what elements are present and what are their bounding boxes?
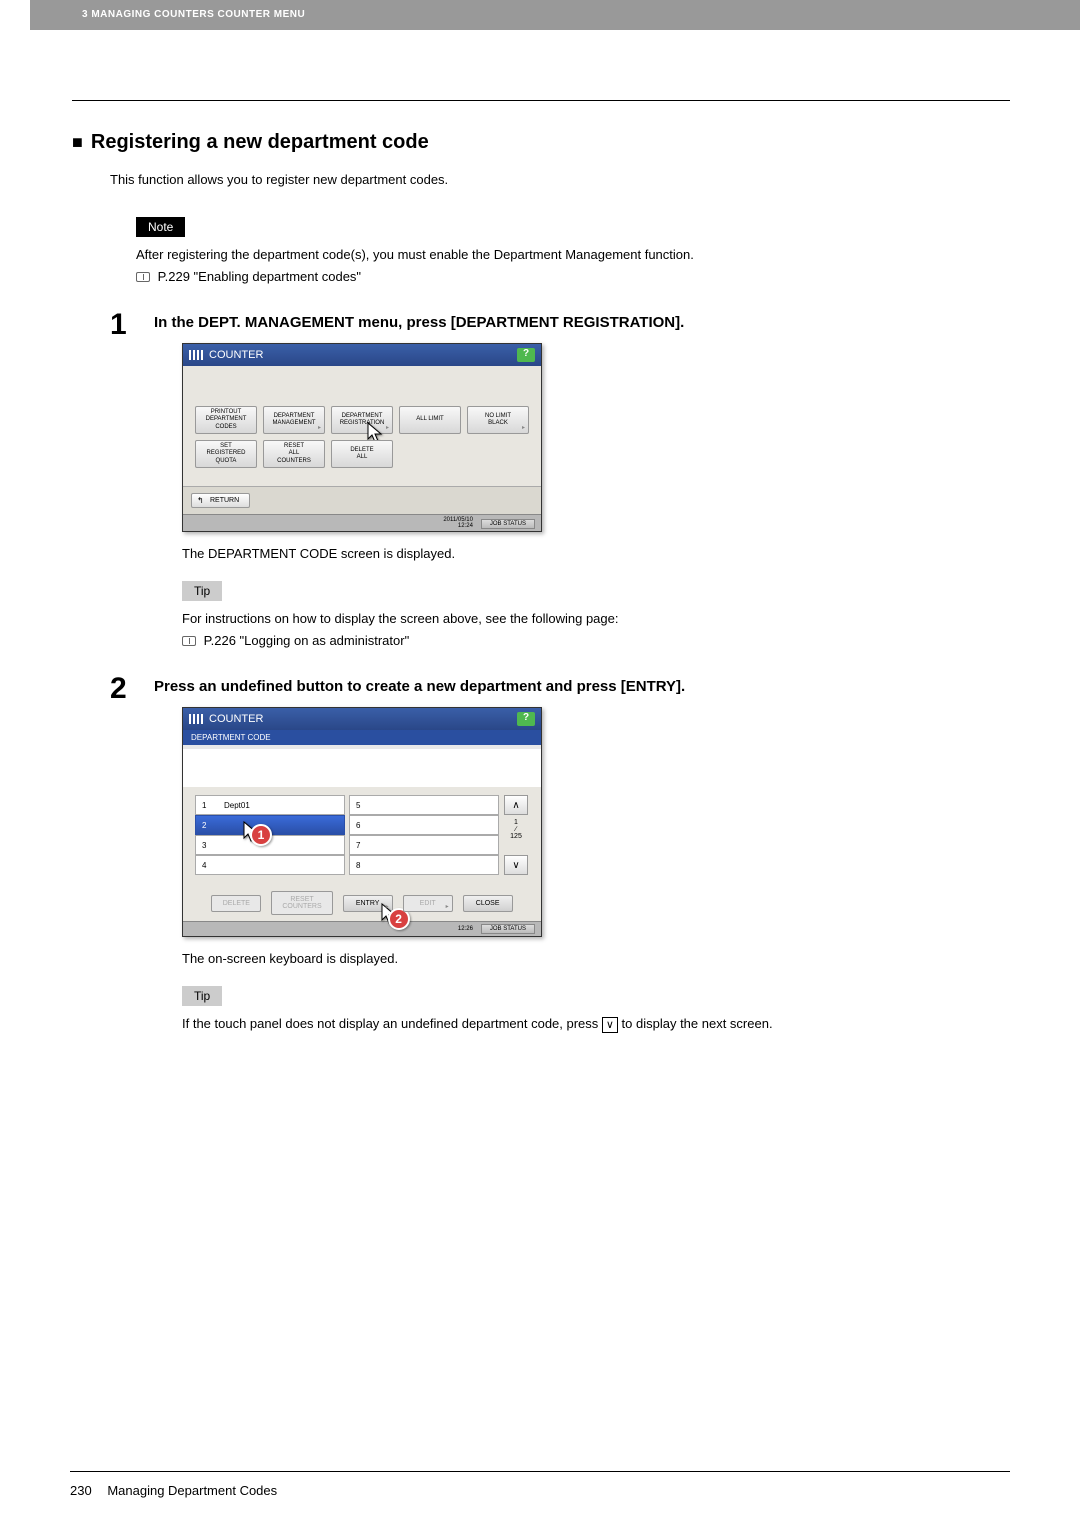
page-footer: 230 Managing Department Codes <box>70 1483 277 1498</box>
bars-icon <box>189 714 203 724</box>
footer-rule <box>70 1471 1010 1472</box>
delete-all-button[interactable]: DELETE ALL <box>331 440 393 468</box>
screen2-subheader: DEPARTMENT CODE <box>183 730 541 745</box>
step-1-title: In the DEPT. MANAGEMENT menu, press [DEP… <box>154 310 1010 331</box>
dept-registration-button[interactable]: DEPARTMENT REGISTRATION <box>331 406 393 434</box>
edit-button[interactable]: EDIT <box>403 895 453 912</box>
no-limit-black-button[interactable]: NO LIMIT BLACK <box>467 406 529 434</box>
step-1-number: 1 <box>110 310 154 650</box>
scroll-down-button[interactable]: ∨ <box>504 855 528 875</box>
header-breadcrumb: 3 MANAGING COUNTERS COUNTER MENU <box>30 0 1080 30</box>
note-body: After registering the department code(s)… <box>136 247 694 262</box>
all-limit-button[interactable]: ALL LIMIT <box>399 406 461 434</box>
page-indicator: 1∕125 <box>510 815 522 855</box>
screen2-datetime: 12:26 <box>458 926 473 932</box>
entry-button[interactable]: ENTRY 2 <box>343 895 393 912</box>
scroll-up-button[interactable]: ∧ <box>504 795 528 815</box>
dept-row-5[interactable]: 5 <box>349 795 499 815</box>
dept-row-1[interactable]: 1Dept01 <box>195 795 345 815</box>
tip-label-2: Tip <box>182 986 222 1006</box>
screenshot-1: COUNTER ? PRINTOUT DEPARTMENT CODES DEPA… <box>182 343 542 532</box>
note-ref: P.229 "Enabling department codes" <box>158 269 361 284</box>
reset-counters-button[interactable]: RESET COUNTERS <box>271 891 332 915</box>
step-2-number: 2 <box>110 674 154 1034</box>
section-title: Registering a new department code <box>72 131 1010 154</box>
bars-icon <box>189 350 203 360</box>
help-button[interactable]: ? <box>517 348 535 362</box>
intro-text: This function allows you to register new… <box>110 172 1010 187</box>
dept-row-6[interactable]: 6 <box>349 815 499 835</box>
note-text: After registering the department code(s)… <box>136 245 1010 286</box>
tip-label-1: Tip <box>182 581 222 601</box>
page-number: 230 <box>70 1483 92 1498</box>
printout-dept-codes-button[interactable]: PRINTOUT DEPARTMENT CODES <box>195 406 257 434</box>
book-icon <box>182 636 196 646</box>
down-arrow-icon: ∨ <box>602 1017 618 1033</box>
tip-text-1: For instructions on how to display the s… <box>182 609 1010 650</box>
step1-caption: The DEPARTMENT CODE screen is displayed. <box>182 546 1010 561</box>
delete-button[interactable]: DELETE <box>211 895 261 912</box>
job-status-button[interactable]: JOB STATUS <box>481 924 535 934</box>
screen1-datetime: 2011/05/10 12:24 <box>443 517 473 529</box>
tip-text-2: If the touch panel does not display an u… <box>182 1014 1010 1034</box>
close-button[interactable]: CLOSE <box>463 895 513 912</box>
screen2-title: COUNTER <box>209 713 263 725</box>
step-2-title: Press an undefined button to create a ne… <box>154 674 1010 695</box>
book-icon <box>136 272 150 282</box>
badge-1: 1 <box>250 824 272 846</box>
dept-management-button[interactable]: DEPARTMENT MANAGEMENT <box>263 406 325 434</box>
screenshot-2: COUNTER ? DEPARTMENT CODE 1Dept01 2 <box>182 707 542 937</box>
dept-row-2[interactable]: 2 1 <box>195 815 345 835</box>
dept-row-4[interactable]: 4 <box>195 855 345 875</box>
white-band <box>183 749 541 787</box>
reset-counters-button[interactable]: RESET ALL COUNTERS <box>263 440 325 468</box>
dept-row-8[interactable]: 8 <box>349 855 499 875</box>
step2-caption: The on-screen keyboard is displayed. <box>182 951 1010 966</box>
return-button[interactable]: RETURN <box>191 493 250 508</box>
dept-row-7[interactable]: 7 <box>349 835 499 855</box>
set-quota-button[interactable]: SET REGISTERED QUOTA <box>195 440 257 468</box>
help-button[interactable]: ? <box>517 712 535 726</box>
job-status-button[interactable]: JOB STATUS <box>481 519 535 529</box>
footer-chapter: Managing Department Codes <box>107 1483 277 1498</box>
note-label: Note <box>136 217 185 237</box>
screen1-title: COUNTER <box>209 349 263 361</box>
